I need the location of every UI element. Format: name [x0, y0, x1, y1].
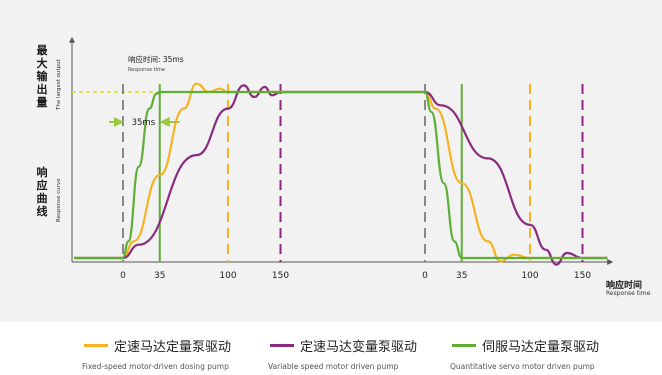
- legend-label-fixed-en: Fixed-speed motor-driven dosing pump: [82, 362, 229, 371]
- annotation-title-en: Response time: [128, 67, 165, 73]
- gap-label: 35ms: [132, 118, 156, 128]
- tick-label-rise-150: 150: [272, 271, 289, 281]
- tick-label-fall-100: 100: [521, 271, 538, 281]
- legend-label-variable-en: Variable speed motor driven pump: [268, 362, 399, 371]
- axes-layer: [69, 36, 614, 265]
- response-curves-layer: [73, 82, 608, 266]
- settle-guides-layer: [122, 84, 584, 262]
- legend-label-servo-en: Quantitative servo motor driven pump: [450, 362, 595, 371]
- tick-label-rise-0: 0: [120, 271, 126, 281]
- y-axis-label-top-zh: 最大输出量: [36, 44, 48, 109]
- curve-servo: [73, 90, 608, 260]
- tick-labels-layer: 0 35 100 150 0 35 100 150: [120, 271, 591, 281]
- chart-plot: 0 35 100 150 0 35 100 150 响应时间: 35ms Response ti…: [69, 36, 614, 281]
- legend-label-servo-zh: 伺服马达定量泵驱动: [482, 340, 600, 355]
- y-axis-label-bottom-zh: 响应曲线: [36, 166, 48, 218]
- x-axis-label-zh: 响应时间: [606, 281, 643, 291]
- legend-swatch-servo: [452, 344, 476, 347]
- x-axis-label-en: Response time: [606, 290, 651, 297]
- tick-label-rise-100: 100: [219, 271, 236, 281]
- y-axis-label-top-en: The largest output: [56, 59, 62, 110]
- tick-label-fall-0: 0: [422, 271, 428, 281]
- legend: 定速马达定量泵驱动 Fixed-speed motor-driven dosin…: [0, 322, 662, 375]
- tick-label-rise-35: 35: [154, 271, 165, 281]
- legend-swatch-fixed: [84, 344, 108, 347]
- legend-swatch-variable: [270, 344, 294, 347]
- annotation-title-zh: 响应时间: 35ms: [128, 54, 184, 64]
- plot-panel: [0, 0, 662, 322]
- annotation-layer: 响应时间: 35ms Response time 35ms: [109, 54, 184, 128]
- tick-label-fall-150: 150: [574, 271, 591, 281]
- tick-label-fall-35: 35: [456, 271, 467, 281]
- curve-variable: [73, 84, 608, 266]
- legend-label-fixed-zh: 定速马达定量泵驱动: [114, 340, 232, 355]
- y-axis-label-bottom-en: Response curve: [56, 178, 62, 222]
- legend-label-variable-zh: 定速马达变量泵驱动: [300, 340, 418, 355]
